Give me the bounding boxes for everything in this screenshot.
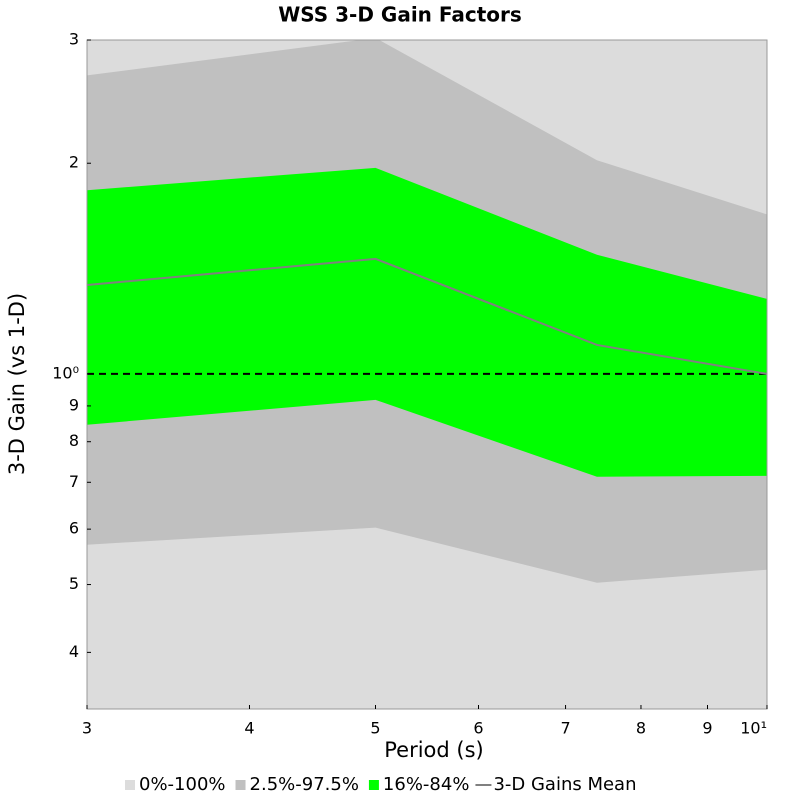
x-axis-label: Period (s): [384, 738, 483, 762]
y-tick-label: 2: [69, 153, 79, 172]
legend-label: 0%-100%: [139, 774, 226, 795]
legend-swatch: [235, 780, 246, 790]
x-tick-label: 5: [370, 719, 380, 738]
y-tick-label: 3: [69, 30, 79, 49]
legend-label: 3-D Gains Mean: [493, 774, 636, 795]
legend-swatch: [125, 780, 135, 790]
y-tick-label: 10⁰: [52, 363, 79, 382]
x-tick-label: 3: [82, 719, 92, 738]
x-tick-label: 4: [244, 719, 254, 738]
line: [87, 257, 767, 375]
chart-title: WSS 3-D Gain Factors: [278, 3, 522, 27]
plot-area: [87, 40, 767, 709]
y-axis-label: 3-D Gain (vs 1-D): [5, 293, 29, 475]
axes: 3 2 10⁰ 9 8 7 6 5 4 3 4 5 6 7 8 9 10¹: [52, 30, 768, 738]
y-tick-label: 6: [69, 519, 79, 538]
x-tick-label: 9: [702, 719, 712, 738]
y-tick-label: 4: [69, 642, 79, 661]
y-tick-label: 7: [69, 472, 79, 491]
plot-frame: [86, 39, 768, 710]
x-tick-label: 7: [560, 719, 570, 738]
legend: 0%-100% 2.5%-97.5% 16%-84% 3-D Gains Mean: [125, 774, 637, 795]
legend-swatch: [368, 780, 379, 790]
y-tick-label: 9: [69, 395, 79, 414]
y-tick-label: 8: [69, 431, 79, 450]
x-tick-label: 10¹: [740, 719, 767, 738]
x-tick-label: 8: [636, 719, 646, 738]
y-tick-label: 5: [69, 574, 79, 593]
legend-label: 2.5%-97.5%: [250, 774, 359, 795]
x-tick-label: 6: [473, 719, 483, 738]
legend-label: 16%-84%: [383, 774, 470, 795]
band: [87, 167, 767, 477]
